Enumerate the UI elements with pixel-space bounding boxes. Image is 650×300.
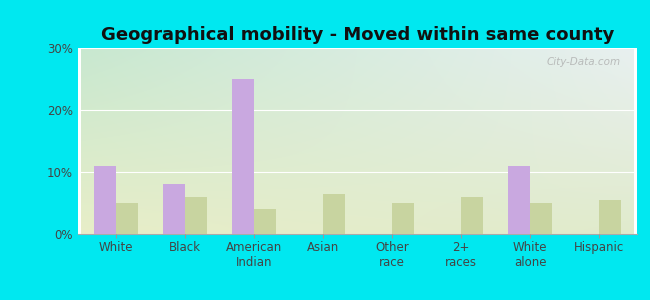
- Bar: [116, 203, 138, 234]
- Bar: [254, 209, 276, 234]
- Bar: [94, 166, 116, 234]
- Legend: Little Valley, NY, New York: Little Valley, NY, New York: [244, 296, 471, 300]
- Text: City-Data.com: City-Data.com: [546, 57, 620, 67]
- Bar: [163, 184, 185, 234]
- Bar: [392, 203, 414, 234]
- Bar: [185, 197, 207, 234]
- Bar: [461, 197, 483, 234]
- Bar: [599, 200, 621, 234]
- Bar: [232, 79, 254, 234]
- Bar: [323, 194, 345, 234]
- Bar: [508, 166, 530, 234]
- Title: Geographical mobility - Moved within same county: Geographical mobility - Moved within sam…: [101, 26, 614, 44]
- Bar: [530, 203, 552, 234]
